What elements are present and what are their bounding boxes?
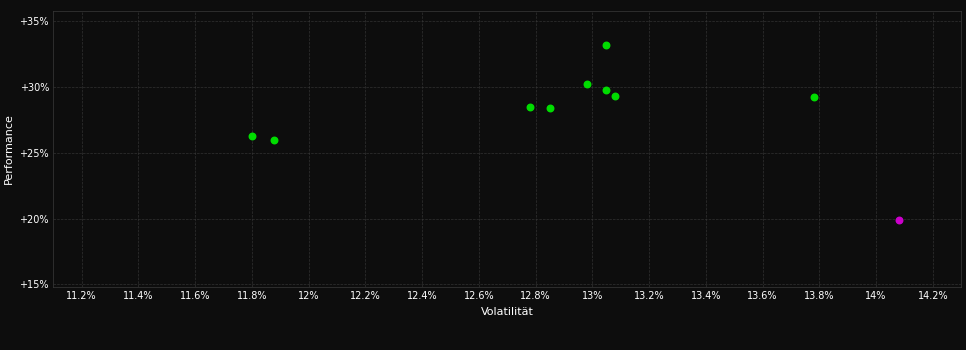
Point: [244, 133, 260, 138]
Point: [608, 93, 623, 99]
Point: [599, 87, 614, 92]
Point: [599, 42, 614, 48]
Y-axis label: Performance: Performance: [4, 113, 14, 184]
X-axis label: Volatilität: Volatilität: [481, 307, 533, 317]
Point: [891, 217, 906, 223]
Point: [523, 104, 538, 110]
Point: [542, 105, 557, 111]
Point: [267, 137, 282, 142]
Point: [806, 94, 821, 100]
Point: [579, 82, 594, 87]
